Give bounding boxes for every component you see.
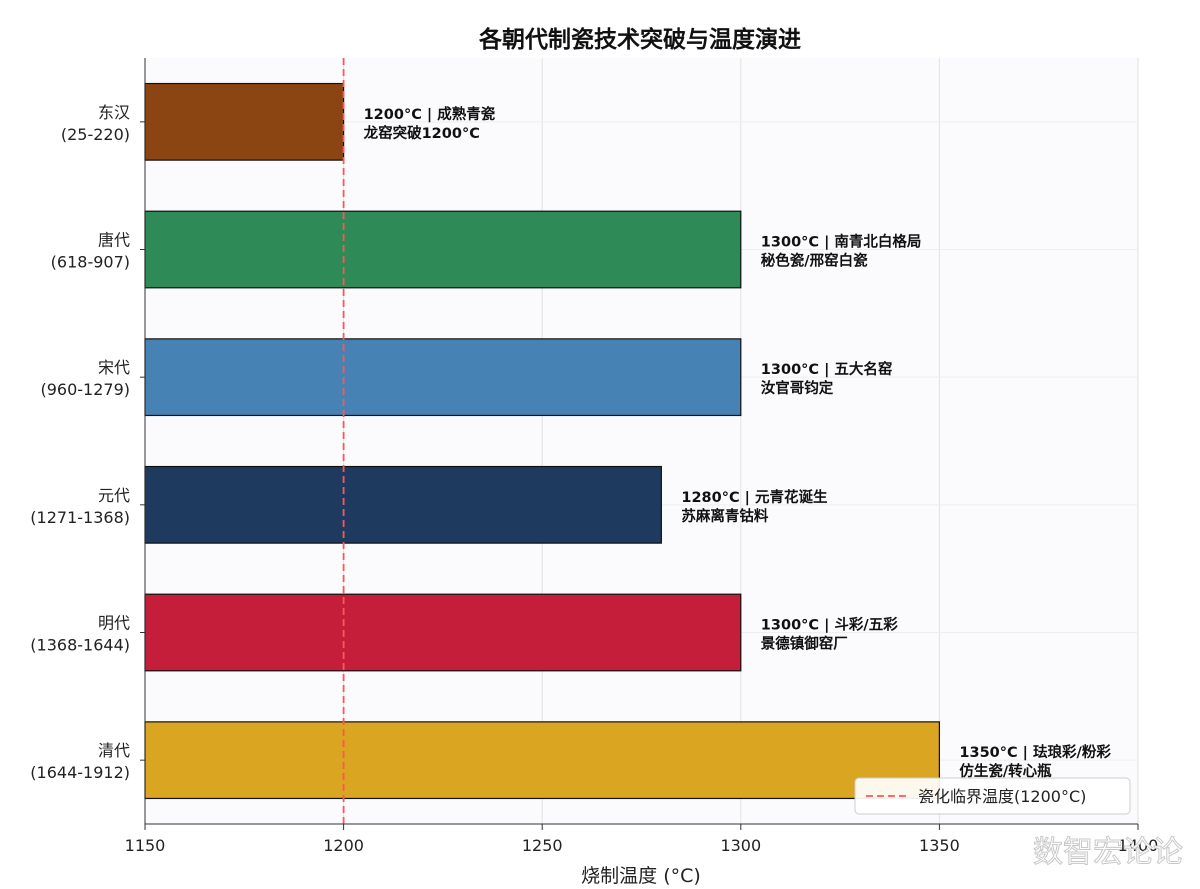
y-tick-label-years: (25-220) — [61, 125, 130, 144]
bar-annotation-line2: 汝官哥钧定 — [761, 379, 834, 397]
y-tick-label-years: (1271-1368) — [30, 508, 130, 527]
y-tick-label-dynasty: 明代 — [98, 614, 130, 633]
x-tick-label: 1200 — [323, 836, 364, 855]
axes — [144, 58, 1138, 825]
y-tick-label-dynasty: 东汉 — [98, 103, 130, 122]
bar-annotation-line1: 1300°C | 五大名窑 — [761, 360, 893, 378]
y-tick-label-dynasty: 清代 — [98, 741, 130, 760]
y-tick-label-dynasty: 唐代 — [98, 231, 130, 250]
bar-annotation-line2: 秘色瓷/邢窑白瓷 — [761, 252, 868, 270]
legend-label: 瓷化临界温度(1200°C) — [918, 787, 1086, 806]
y-tick-label-years: (1644-1912) — [30, 763, 130, 782]
x-tick-label: 1250 — [522, 836, 563, 855]
x-tick-label: 1350 — [919, 836, 960, 855]
x-tick-label: 1300 — [720, 836, 761, 855]
bar-annotation-line1: 1280°C | 元青花诞生 — [681, 488, 828, 506]
bar-annotation-line2: 仿生瓷/转心瓶 — [959, 762, 1052, 780]
bar-annotation-line1: 1300°C | 斗彩/五彩 — [761, 616, 898, 634]
bar — [144, 593, 742, 672]
y-tick-label-dynasty: 宋代 — [98, 358, 130, 377]
y-tick-label-years: (960-1279) — [40, 380, 130, 399]
bar — [144, 210, 742, 289]
legend: 瓷化临界温度(1200°C) — [854, 777, 1131, 815]
legend-box — [854, 777, 1131, 815]
bar-annotation-line2: 龙窑突破1200°C — [363, 124, 480, 142]
plot-area — [145, 58, 1138, 824]
y-ticks: 东汉 (25-220) 唐代 (618-907) 宋代 (960-1279) 元代 (1271… — [30, 103, 145, 782]
bar — [144, 465, 662, 544]
bar-annotation-line1: 1350°C | 珐琅彩/粉彩 — [959, 743, 1111, 761]
x-ticks: 1150 1200 1250 1300 1350 1400 — [125, 824, 1159, 855]
bar-annotation-line2: 景德镇御窑厂 — [761, 635, 848, 653]
bar — [144, 338, 742, 417]
y-tick-label-years: (618-907) — [51, 253, 130, 272]
watermark: 数智宏论论 — [1033, 835, 1183, 870]
x-tick-label: 1400 — [1118, 836, 1159, 855]
bar — [144, 82, 345, 161]
bars — [144, 82, 941, 800]
x-axis-label: 烧制温度 (°C) — [581, 865, 701, 887]
bar-annotation-line1: 1200°C | 成熟青瓷 — [364, 105, 496, 123]
y-tick-label-dynasty: 元代 — [98, 486, 130, 505]
chart-title: 各朝代制瓷技术突破与温度演进 — [478, 26, 801, 53]
bar — [144, 721, 941, 800]
bar-annotation-line1: 1300°C | 南青北白格局 — [761, 233, 922, 251]
y-tick-label-years: (1368-1644) — [30, 636, 130, 655]
x-tick-label: 1150 — [125, 836, 166, 855]
bar-annotation-line2: 苏麻离青钴料 — [681, 507, 768, 525]
